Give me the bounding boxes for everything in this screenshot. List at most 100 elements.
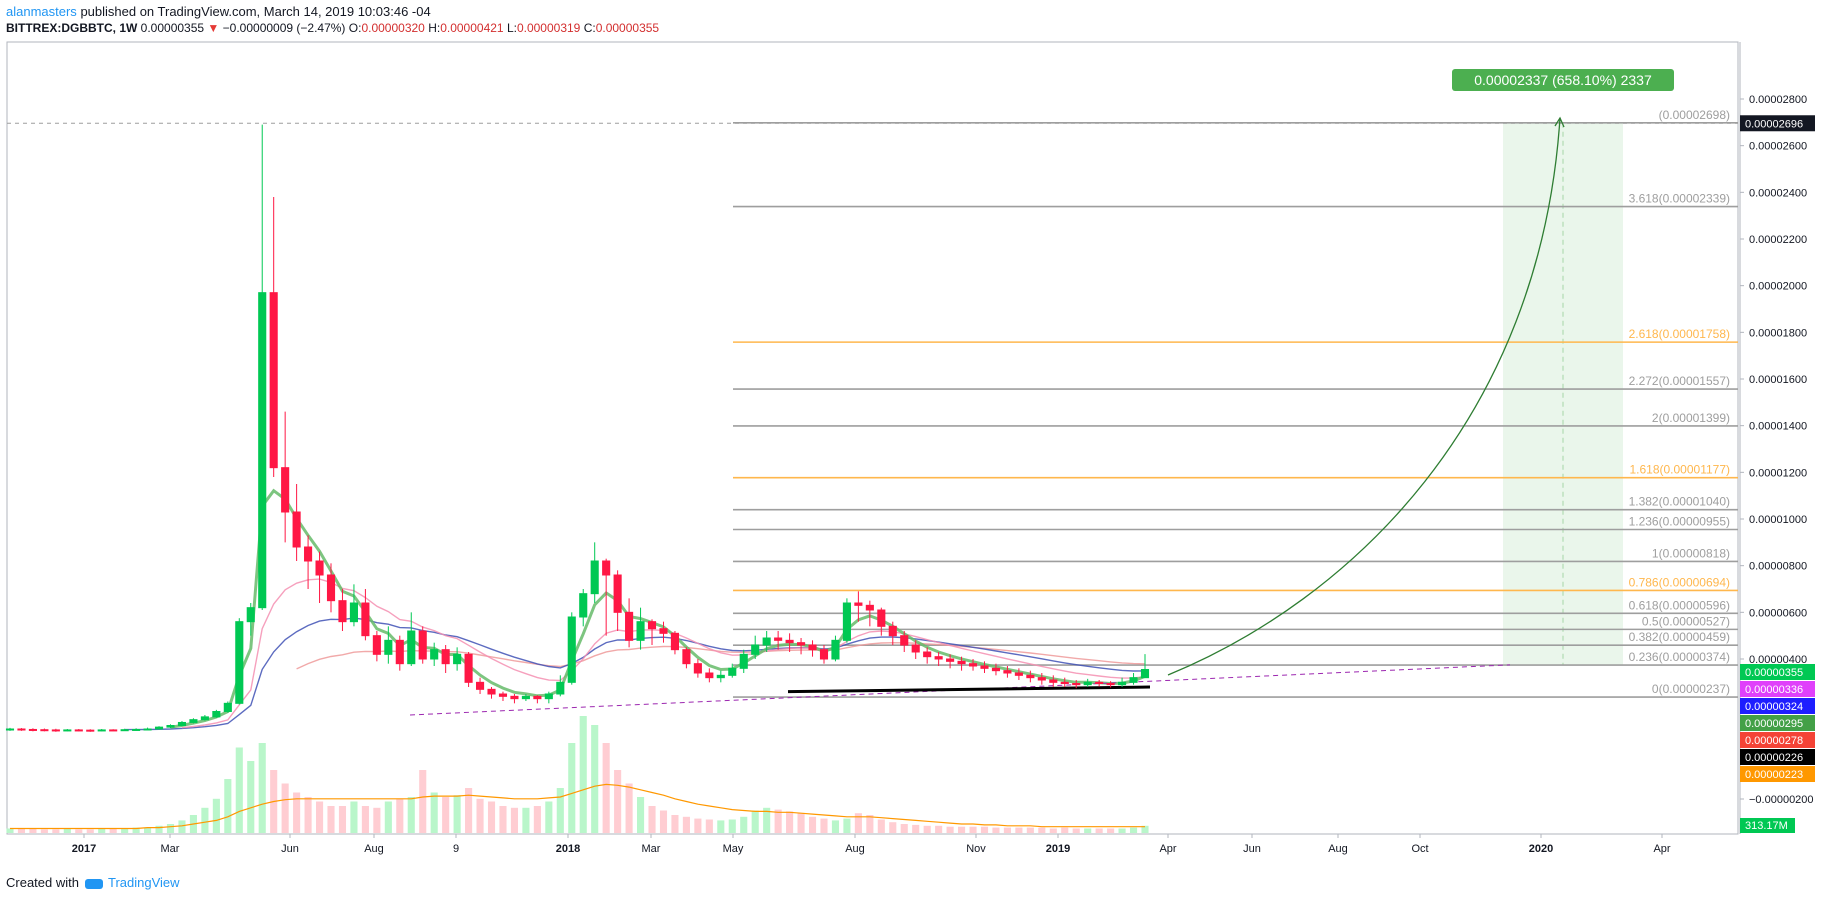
- volume-bar: [201, 807, 209, 833]
- candle-body: [349, 602, 358, 623]
- candle-body: [888, 625, 897, 637]
- candle-body: [246, 607, 255, 623]
- plot-frame: [6, 41, 1739, 835]
- volume-bar: [499, 806, 507, 833]
- open-value: 0.00000320: [361, 21, 425, 35]
- candle-body: [292, 511, 301, 548]
- volume-bar: [556, 788, 564, 833]
- volume-bar: [900, 824, 908, 833]
- volume-bar: [166, 824, 175, 833]
- price-tick-label: 0.00002400: [1749, 187, 1807, 199]
- volume-bar: [797, 813, 805, 833]
- candle-body: [521, 695, 530, 700]
- author-link[interactable]: alanmasters: [6, 4, 77, 19]
- tradingview-link[interactable]: TradingView: [108, 875, 180, 890]
- volume-bar: [637, 797, 645, 833]
- volume-bar: [763, 807, 771, 833]
- price-tick-label: 0.00001200: [1749, 467, 1807, 479]
- volume-bar: [877, 819, 885, 833]
- candle-body: [842, 602, 851, 641]
- volume-bar: [705, 819, 713, 833]
- candle-body: [544, 693, 553, 700]
- candle-body: [223, 702, 232, 712]
- candle-body: [430, 649, 439, 660]
- candle-body: [1095, 681, 1104, 684]
- volume-bar: [453, 795, 461, 833]
- candle-body: [613, 574, 622, 613]
- candle-body: [498, 693, 508, 697]
- volume-bar: [808, 816, 817, 833]
- fib-level-label: 2(0.00001399): [1652, 411, 1730, 425]
- volume-bar: [820, 818, 828, 833]
- symbol-legend: BITTREX:DGBBTC, 1W 0.00000355 ▼ −0.00000…: [6, 21, 659, 35]
- projection-label: 0.00002337 (658.10%) 2337: [1474, 72, 1652, 88]
- candle-body: [911, 644, 920, 653]
- candle-body: [189, 719, 198, 723]
- fib-level-label: 0.382(0.00000459): [1629, 630, 1730, 644]
- candle-body: [63, 729, 72, 732]
- candle-body: [407, 630, 416, 665]
- projection-label-box: [1452, 69, 1674, 91]
- candle-body: [1060, 681, 1069, 684]
- fib-level-label: 0.236(0.00000374): [1629, 650, 1730, 664]
- volume-bar: [1003, 827, 1011, 833]
- candle-body: [235, 621, 244, 704]
- candle-body: [900, 635, 909, 646]
- fib-level-label: (0.00002698): [1659, 108, 1730, 122]
- volume-bar: [6, 828, 14, 833]
- candle-body: [728, 667, 737, 676]
- volume-bar: [327, 806, 335, 833]
- open-label: O:: [348, 21, 362, 35]
- price-tick-label: 0.00002000: [1749, 281, 1807, 293]
- candle-body: [475, 681, 485, 690]
- volume-bar: [132, 827, 140, 833]
- volume-bar: [293, 792, 301, 833]
- candle-body: [1049, 679, 1058, 683]
- candle-body: [831, 639, 840, 660]
- candle-body: [774, 637, 783, 641]
- fib-level-label: 1.618(0.00001177): [1629, 463, 1730, 477]
- volume-bar: [373, 807, 381, 833]
- candle-body: [797, 642, 806, 646]
- volume-bar: [63, 828, 71, 833]
- candle-body: [705, 672, 714, 679]
- volume-bar: [831, 820, 840, 833]
- price-badge-label: 0.00000324: [1745, 701, 1803, 713]
- candle-body: [281, 467, 290, 513]
- time-tick-label: Jun: [1243, 843, 1261, 855]
- candle-body: [338, 600, 347, 623]
- volume-bar: [671, 815, 679, 833]
- price-change: −0.00000009 (−2.47%): [222, 21, 346, 35]
- price-tick-label: 0.00000800: [1749, 561, 1807, 573]
- price-tick-label: 0.00002800: [1749, 94, 1807, 106]
- volume-bar: [659, 810, 668, 833]
- volume-bar: [178, 820, 186, 833]
- published-text: published on TradingView.com, March 14, …: [80, 4, 431, 19]
- volume-bar: [338, 806, 347, 833]
- candle-body: [865, 604, 874, 611]
- volume-bar: [29, 828, 37, 833]
- volume-bar: [52, 829, 60, 833]
- candle-body: [579, 593, 588, 618]
- candle-body: [1129, 677, 1138, 683]
- volume-bar: [1038, 827, 1046, 833]
- symbol-name[interactable]: BITTREX:DGBBTC, 1W: [6, 21, 138, 35]
- candle-body: [1014, 672, 1023, 676]
- volume-bar: [487, 801, 496, 833]
- volume-bar: [740, 816, 748, 833]
- volume-bar: [361, 806, 369, 833]
- price-badge-label: 0.00000336: [1745, 684, 1803, 696]
- candle-body: [602, 560, 611, 576]
- close-label: C:: [583, 21, 596, 35]
- tradingview-logo-icon: [84, 878, 103, 889]
- volume-bar: [625, 783, 633, 833]
- time-tick-label: 2018: [556, 843, 580, 855]
- volume-bar: [648, 806, 656, 833]
- volume-bar: [281, 783, 289, 833]
- price-tick-label: 0.00001000: [1749, 514, 1807, 526]
- candle-body: [120, 729, 129, 732]
- candle-body: [762, 637, 771, 646]
- candle-body: [86, 729, 95, 732]
- volume-bar: [350, 801, 358, 833]
